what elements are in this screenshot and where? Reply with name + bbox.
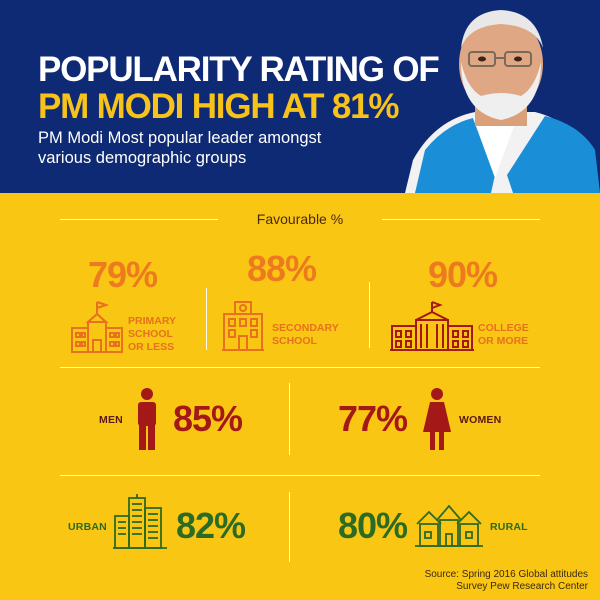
edu-college-value: 90%: [428, 254, 498, 295]
header-banner: POPULARITY RATING OF PM MODI HIGH AT 81%…: [0, 0, 600, 193]
divider-locality-top: [60, 475, 540, 476]
leader-portrait: [405, 10, 600, 193]
school-building-icon: [71, 301, 123, 353]
title-line-1: POPULARITY RATING OF: [38, 50, 440, 89]
urban-value: 82%: [176, 505, 246, 546]
edu-college-label: COLLEGE OR MORE: [478, 322, 529, 347]
rural-label: RURAL: [490, 521, 528, 533]
edu-divider-2: [369, 282, 370, 348]
secondary-school-icon: [222, 301, 264, 351]
city-buildings-icon: [113, 494, 167, 549]
gender-divider: [289, 383, 290, 455]
locality-divider: [289, 492, 290, 562]
section-label: Favourable %: [256, 211, 344, 227]
source-note: Source: Spring 2016 Global attitudes Sur…: [424, 569, 588, 592]
women-value: 77%: [338, 398, 408, 439]
rural-value: 80%: [338, 505, 408, 546]
woman-icon: [423, 388, 451, 450]
edu-divider-1: [206, 288, 207, 350]
men-value: 85%: [173, 398, 243, 439]
edu-primary-value: 79%: [88, 254, 158, 295]
subtitle: PM Modi Most popular leader amongst vari…: [38, 129, 322, 167]
village-houses-icon: [415, 504, 483, 547]
divider-left: [60, 219, 218, 220]
urban-label: URBAN: [68, 521, 107, 533]
man-icon: [138, 388, 156, 450]
women-label: WOMEN: [459, 414, 502, 426]
title-line-2: PM MODI HIGH AT 81%: [38, 87, 399, 126]
edu-primary-label: PRIMARY SCHOOL OR LESS: [128, 315, 177, 353]
college-building-icon: [390, 301, 474, 351]
men-label: MEN: [99, 414, 123, 426]
divider-gender-top: [60, 367, 540, 368]
edu-secondary-label: SECONDARY SCHOOL: [272, 322, 339, 347]
divider-right: [382, 219, 540, 220]
edu-secondary-value: 88%: [247, 248, 317, 289]
